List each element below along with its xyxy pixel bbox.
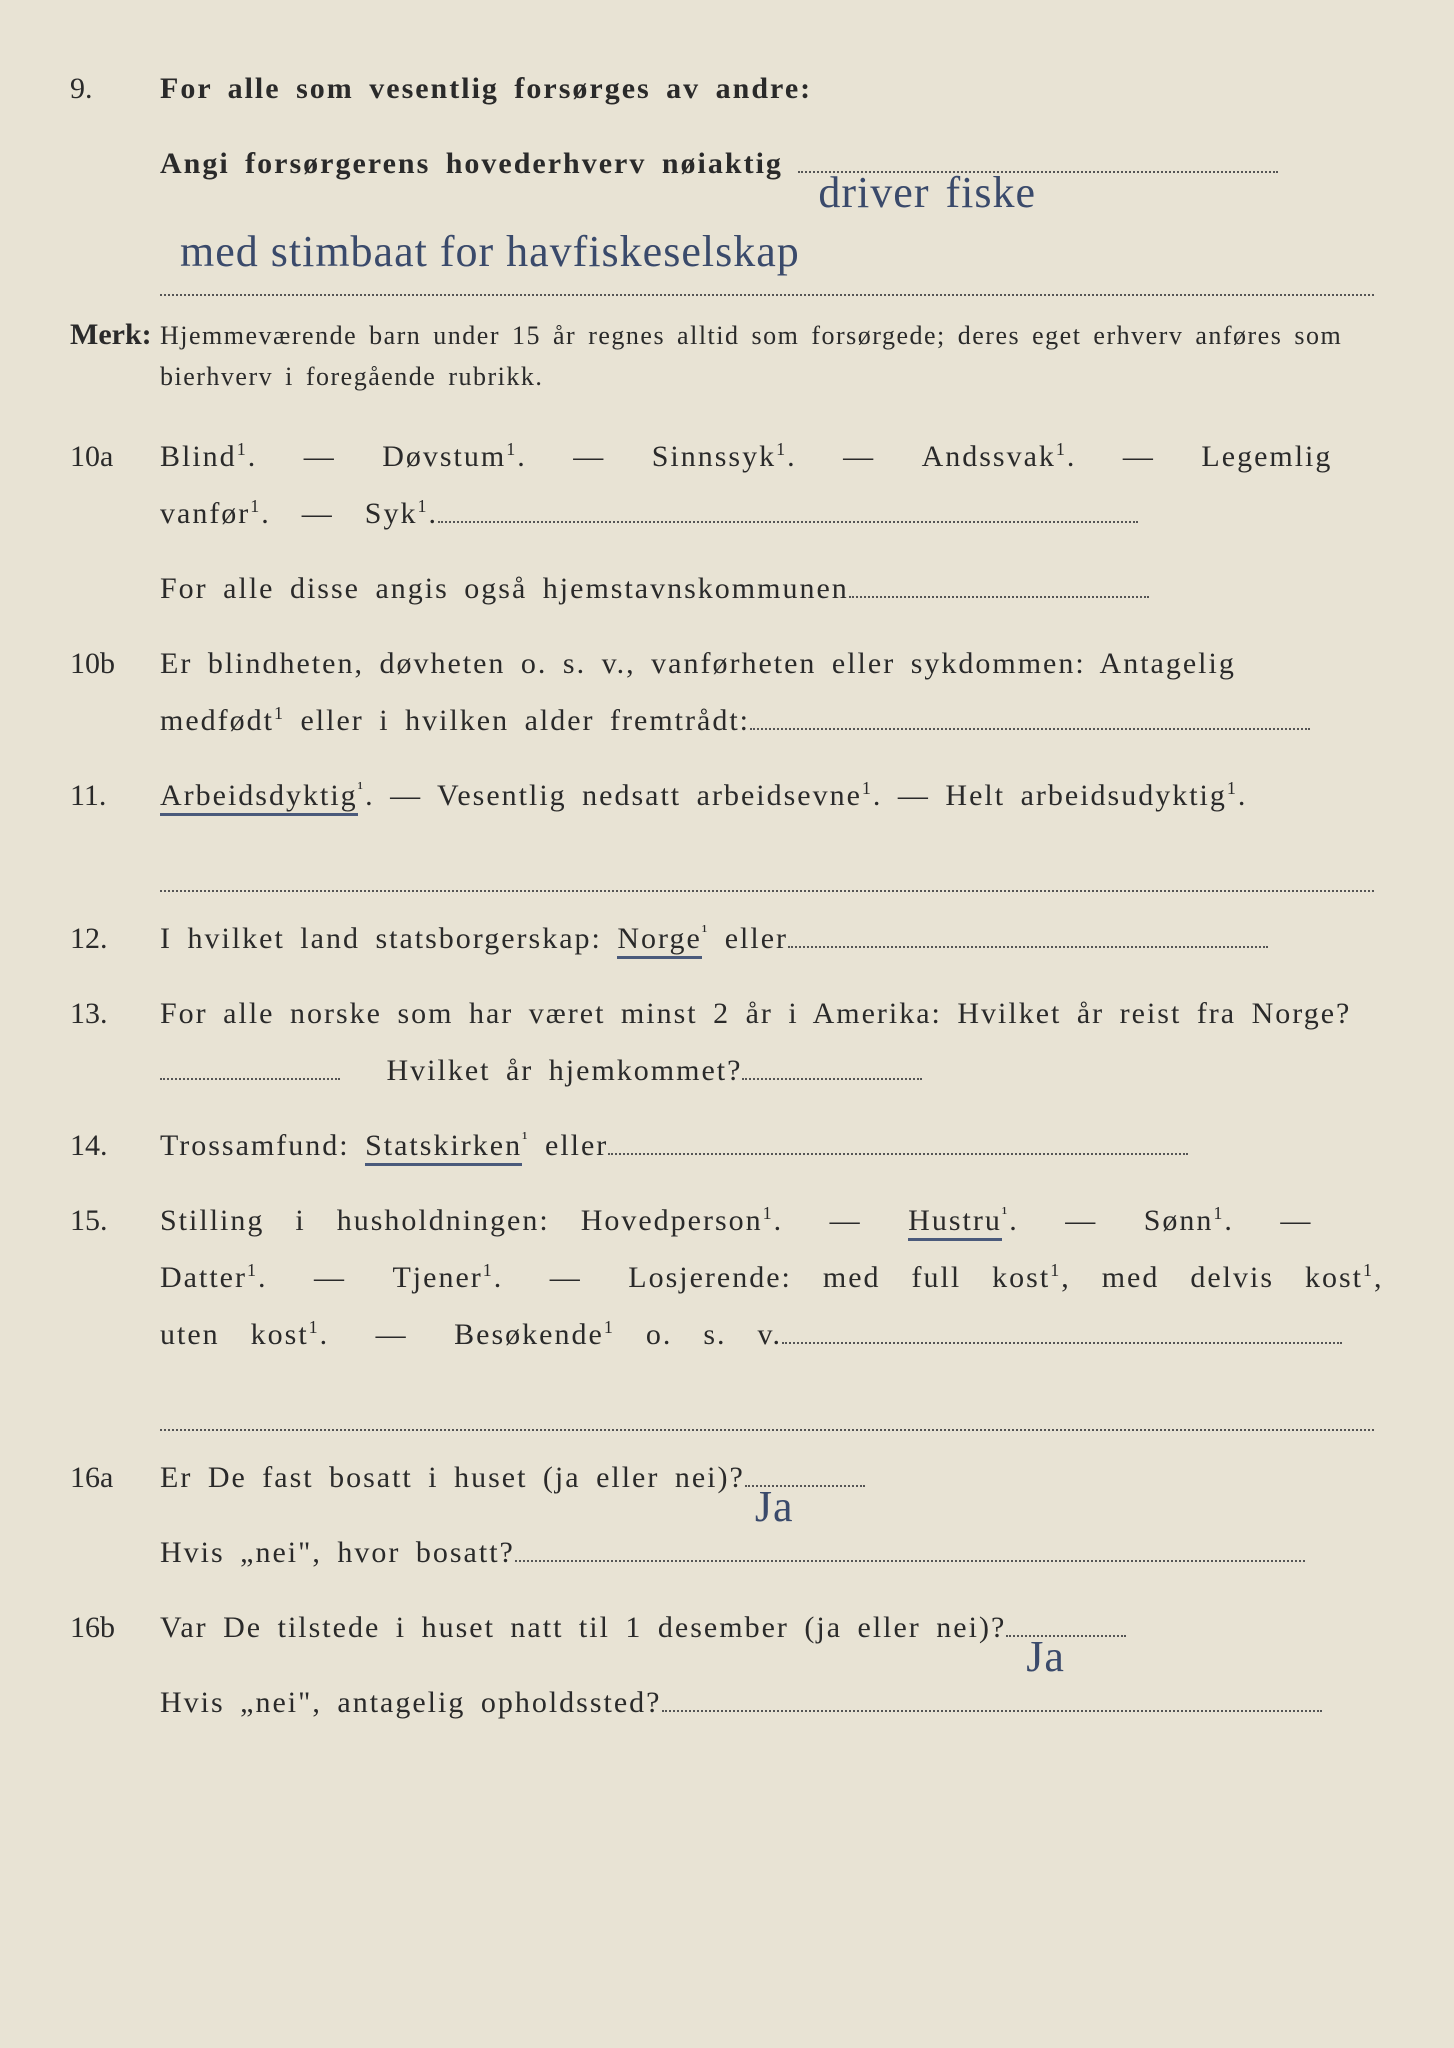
q14-opt: Statskirken <box>365 1129 522 1166</box>
q13-text2: Hvilket år hjemkommet? <box>387 1054 743 1087</box>
q10a-row2: For alle disse angis også hjemstavnskomm… <box>70 560 1374 617</box>
q9-handwriting2: med stimbaat for havfiskeselskap <box>160 210 1374 296</box>
q15-opt: Hustru <box>908 1204 1002 1241</box>
q16a-row: 16a Er De fast bosatt i huset (ja eller … <box>70 1449 1374 1506</box>
q11-num: 11. <box>70 767 160 824</box>
q12-row: 12. I hvilket land statsborgerskap: Norg… <box>70 910 1374 967</box>
q15-row: 15. Stilling i husholdningen: Hovedperso… <box>70 1192 1374 1363</box>
q15-blank-line <box>160 1381 1374 1431</box>
q13-text: For alle norske som har været minst 2 år… <box>160 997 1351 1030</box>
q13-row: 13. For alle norske som har været minst … <box>70 985 1374 1099</box>
q10b-row: 10b Er blindheten, døvheten o. s. v., va… <box>70 635 1374 749</box>
census-form-page: 9. For alle som vesentlig forsørges av a… <box>70 60 1374 1731</box>
q10a-line2: For alle disse angis også hjemstavnskomm… <box>160 572 849 605</box>
q14-text: Trossamfund: <box>160 1129 365 1162</box>
q15-num: 15. <box>70 1192 160 1249</box>
q9-handwriting1: driver fiske <box>818 151 1036 235</box>
q11-row: 11. Arbeidsdyktig¹. — Vesentlig nedsatt … <box>70 767 1374 824</box>
q13-num: 13. <box>70 985 160 1042</box>
q12-opt: Norge <box>617 922 701 959</box>
q12-num: 12. <box>70 910 160 967</box>
q16a-text: Er De fast bosatt i huset (ja eller nei)… <box>160 1461 745 1494</box>
q11-rest: . — Vesentlig nedsatt arbeidsevne1. — He… <box>365 779 1247 812</box>
q16b-row2: Hvis „nei", antagelig opholdssted? <box>70 1674 1374 1731</box>
q16a-num: 16a <box>70 1449 160 1506</box>
q9-label: Angi forsørgerens hovederhverv nøiaktig <box>160 147 783 180</box>
q11-blank-line <box>160 842 1374 892</box>
q16b-line2: Hvis „nei", antagelig opholdssted? <box>160 1686 662 1719</box>
q16a-row2: Hvis „nei", hvor bosatt? <box>70 1524 1374 1581</box>
q10a-num: 10a <box>70 428 160 485</box>
q9-num: 9. <box>70 60 160 117</box>
q12-text: I hvilket land statsborgerskap: <box>160 922 617 955</box>
q9-fill1: driver fiske <box>798 171 1278 173</box>
q16b-row: 16b Var De tilstede i huset natt til 1 d… <box>70 1599 1374 1656</box>
merk-label: Merk: <box>70 306 160 363</box>
q14-num: 14. <box>70 1117 160 1174</box>
q16b-text: Var De tilstede i huset natt til 1 desem… <box>160 1611 1006 1644</box>
q10a-row: 10a Blind1. — Døvstum1. — Sinnssyk1. — A… <box>70 428 1374 542</box>
q16b-num: 16b <box>70 1599 160 1656</box>
q16a-line2: Hvis „nei", hvor bosatt? <box>160 1536 515 1569</box>
q9-row2: Angi forsørgerens hovederhverv nøiaktig … <box>70 135 1374 192</box>
q10a-options: Blind1. — Døvstum1. — Sinnssyk1. — Andss… <box>160 428 1374 542</box>
merk-row: Merk: Hjemmeværende barn under 15 år reg… <box>70 306 1374 398</box>
q9-line1: For alle som vesentlig forsørges av andr… <box>160 60 1374 117</box>
q16b-answer: Ja <box>1026 1615 1065 1699</box>
q14-row: 14. Trossamfund: Statskirken¹ eller <box>70 1117 1374 1174</box>
merk-text: Hjemmeværende barn under 15 år regnes al… <box>160 315 1374 398</box>
q10b-num: 10b <box>70 635 160 692</box>
q16a-answer: Ja <box>755 1465 794 1549</box>
q11-opt1: Arbeidsdyktig <box>160 779 358 816</box>
q9-handwriting-row: med stimbaat for havfiskeselskap <box>160 210 1374 296</box>
q9-row1: 9. For alle som vesentlig forsørges av a… <box>70 60 1374 117</box>
